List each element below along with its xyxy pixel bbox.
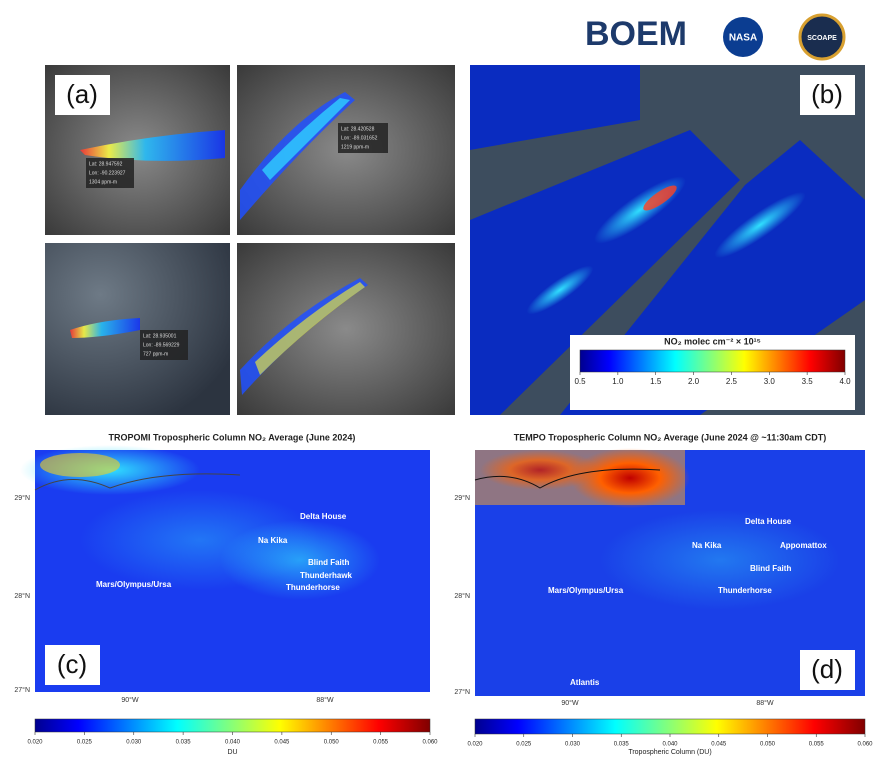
colorbar-tick-label: 0.035 [176,740,192,746]
colorbar-tick-label: 0.030 [126,740,142,746]
colorbar-tick-label: 0.025 [516,742,532,748]
colorbar-title: NO₂ molec cm⁻² × 10¹⁵ [664,336,761,346]
colorbar-tick-label: 0.5 [574,377,586,386]
logo-scoape: SCOAPE [807,35,837,42]
annotation: Lat: 28.947592 [89,161,123,167]
colorbar-tick-label: 0.030 [565,742,581,748]
site-label: Blind Faith [308,558,349,567]
colorbar-tick-label: 0.050 [324,740,340,746]
site-label: Thunderhawk [300,571,353,580]
colorbar-tick-label: 0.055 [809,742,825,748]
site-label: Appomattox [780,541,827,550]
site-label: Delta House [300,512,347,521]
lon-label: 88°W [316,696,334,704]
logo-boem: BOEM [585,15,687,53]
colorbar-tick-label: 0.040 [225,740,241,746]
panel-c: TROPOMI Tropospheric Column NO₂ Average … [14,432,430,703]
site-label: Thunderhorse [718,586,772,595]
site-label: Thunderhorse [286,583,340,592]
colorbar [475,719,865,734]
annotation: Lon: -89.031652 [341,135,378,141]
site-label: Na Kika [258,536,288,545]
hotspot [40,453,120,477]
logos: BOEM NASA SCOAPE [585,15,844,59]
colorbar-tick-label: 3.0 [764,377,776,386]
colorbar-tick-label: 0.060 [422,740,438,746]
annotation: 1219 ppm-m [341,144,369,150]
panel-label: (c) [57,649,87,679]
hotspot [480,450,600,490]
site-label: Mars/Olympus/Ursa [96,580,172,589]
annotation: Lon: -89.569229 [143,342,180,348]
colorbar-tick-label: 0.045 [274,740,290,746]
colorbar-tick-label: 3.5 [802,377,814,386]
panel-title: TROPOMI Tropospheric Column NO₂ Average … [109,432,356,442]
panel-label: (a) [66,79,98,109]
colorbar-title: DU [227,749,237,756]
site-label: Delta House [745,517,792,526]
lat-label: 27°N [14,686,30,694]
site-label: Na Kika [692,541,722,550]
colorbar-tick-label: 0.035 [614,742,630,748]
colorbar-tick-label: 0.020 [467,742,483,748]
colorbar [580,350,845,372]
lon-label: 90°W [561,699,579,707]
lat-label: 29°N [14,494,30,502]
colorbar-tick-label: 0.025 [77,740,93,746]
site-label: Atlantis [570,678,600,687]
colorbar-tick-label: 0.060 [857,742,873,748]
colorbar-tick-label: 0.040 [662,742,678,748]
lon-label: 88°W [756,699,774,707]
panel-d: TEMPO Tropospheric Column NO₂ Average (J… [454,432,865,706]
colorbar-tick-label: 0.055 [373,740,389,746]
lat-label: 29°N [454,494,470,502]
lat-label: 28°N [14,592,30,600]
logo-nasa: NASA [729,33,757,44]
lat-label: 27°N [454,688,470,696]
annotation: Lat: 28.935001 [143,333,177,339]
colorbar-tick-label: 0.020 [27,740,43,746]
colorbar-tick-label: 1.0 [612,377,624,386]
colorbar-tick-label: 2.0 [688,377,700,386]
lon-label: 90°W [121,696,139,704]
image-tile [237,243,455,415]
site-label: Blind Faith [750,564,791,573]
colorbar-tick-label: 4.0 [839,377,851,386]
site-label: Mars/Olympus/Ursa [548,586,624,595]
colorbar-tick-label: 0.045 [711,742,727,748]
colorbar-tick-label: 0.050 [760,742,776,748]
annotation: 727 ppm-m [143,351,168,357]
panel-title: TEMPO Tropospheric Column NO₂ Average (J… [514,432,826,442]
colorbar-tick-label: 2.5 [726,377,738,386]
panel-a: (a) Lat: 28.947592 Lon: -90.223927 1304 … [45,65,455,415]
annotation: Lat: 28.420528 [341,126,375,132]
panel-label: (d) [811,654,843,684]
annotation: 1304 ppm-m [89,179,117,185]
colorbar-title: Tropospheric Column (DU) [628,749,711,756]
annotation: Lon: -90.223927 [89,170,126,176]
colorbar [35,719,430,732]
colorbar-tick-label: 1.5 [650,377,662,386]
lat-label: 28°N [454,592,470,600]
panel-label: (b) [811,79,843,109]
figure: BOEM NASA SCOAPE (a) Lat: 28.947592 Lon:… [0,0,876,762]
